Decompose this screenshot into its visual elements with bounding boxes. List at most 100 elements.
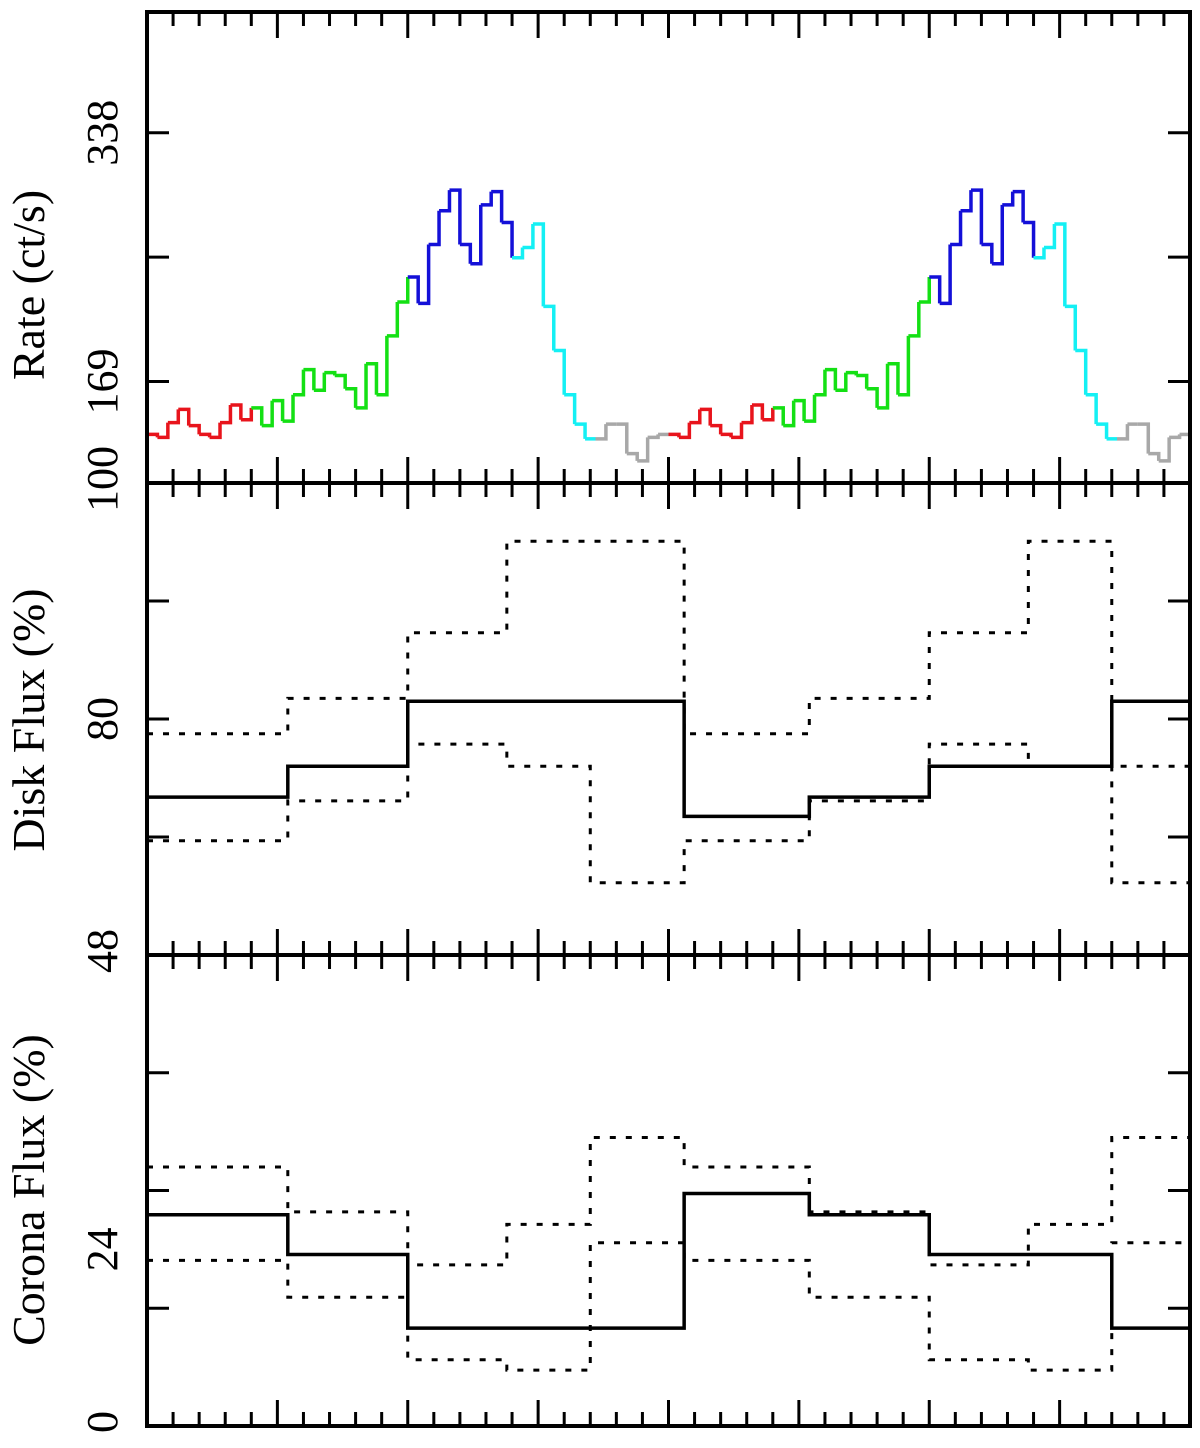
lightcurve-step: [574, 422, 587, 439]
lightcurve-step: [209, 422, 222, 440]
rate-axes: 100 169 338: [78, 10, 1192, 512]
lightcurve-step: [240, 407, 254, 422]
lightcurve-step: [532, 222, 546, 307]
lightcurve-step: [407, 275, 420, 304]
lightcurve-step: [950, 210, 963, 247]
lightcurve-step: [824, 367, 838, 391]
lightcurve-step: [261, 400, 274, 428]
lightcurve-step: [970, 188, 984, 245]
lightcurve-step: [1033, 247, 1046, 260]
lightcurve-step: [835, 372, 848, 393]
lightcurve-step: [355, 363, 368, 410]
lightcurve-step: [386, 301, 400, 338]
lightcurve-step: [637, 437, 650, 463]
lightcurve-step: [1085, 392, 1098, 425]
lightcurve-step: [960, 190, 973, 213]
lightcurve-step: [1158, 437, 1171, 463]
lightcurve-step: [1002, 191, 1015, 207]
lightcurve-step: [512, 247, 525, 260]
lightcurve-step: [1116, 424, 1130, 441]
lightcurve-step: [1012, 189, 1025, 223]
lightcurve-step: [543, 304, 556, 351]
rate-lightcurve: [147, 188, 1190, 463]
disk-flux-panel: 48 80 Disk Flux (%): [3, 481, 1192, 973]
lightcurve-step: [230, 403, 243, 420]
corona-flux-panel: 0 24 Corona Flux (%): [3, 953, 1192, 1433]
lightcurve-step: [449, 188, 462, 245]
lightcurve-step: [866, 387, 879, 408]
lightcurve-step: [929, 275, 942, 304]
lightcurve-step: [877, 363, 890, 410]
lightcurve-step: [731, 422, 744, 440]
lightcurve-step: [199, 432, 212, 438]
lightcurve-step: [678, 422, 692, 440]
lightcurve-step: [178, 407, 191, 426]
rate-axis-label: Rate (ct/s): [3, 190, 54, 380]
lightcurve-step: [981, 242, 994, 264]
lightcurve-step: [616, 422, 629, 454]
lightcurve-step: [1169, 434, 1182, 440]
lightcurve-step: [647, 434, 660, 440]
lightcurve-step: [272, 398, 285, 422]
lightcurve-step: [293, 369, 306, 397]
best-fit-line: [147, 699, 1190, 819]
error-bound-line: [147, 1136, 1190, 1267]
lightcurve-step: [710, 423, 723, 435]
lightcurve-step: [720, 432, 733, 438]
lightcurve-step: [741, 404, 754, 425]
lightcurve-step: [480, 191, 493, 207]
lightcurve-step: [1064, 304, 1078, 351]
disk-flux-series: [147, 539, 1190, 885]
lightcurve-step: [439, 190, 452, 213]
lightcurve-step: [772, 406, 785, 426]
lightcurve-step: [428, 210, 441, 247]
lightcurve-step: [167, 409, 181, 425]
y-tick-label: 100: [78, 446, 127, 512]
lightcurve-step: [699, 407, 712, 426]
lightcurve-step: [188, 423, 201, 435]
corona-flux-series: [147, 1136, 1190, 1372]
lightcurve-step: [1023, 220, 1036, 258]
lightcurve-step: [918, 276, 931, 304]
lightcurve-step: [908, 301, 921, 338]
lightcurve-step: [282, 394, 295, 423]
lightcurve-step: [1137, 422, 1151, 454]
error-bound-line: [147, 539, 1190, 768]
lightcurve-step: [491, 189, 504, 223]
lightcurve-step: [303, 367, 316, 391]
lightcurve-step: [762, 407, 775, 422]
lightcurve-step: [595, 424, 608, 441]
lightcurve-step: [1075, 348, 1088, 395]
lightcurve-step: [418, 244, 431, 306]
lightcurve-step: [522, 223, 535, 250]
panel-frame: [145, 953, 1192, 1428]
lightcurve-step: [470, 204, 483, 266]
lightcurve-step: [689, 409, 702, 425]
lightcurve-step: [334, 373, 347, 389]
y-tick-label: 24: [78, 1227, 127, 1271]
corona-flux-axis-label: Corona Flux (%): [3, 1034, 54, 1346]
lightcurve-step: [991, 204, 1005, 266]
lightcurve-step: [626, 451, 639, 461]
y-tick-label: 338: [78, 100, 127, 166]
disk-flux-axes: 48 80: [78, 481, 1192, 973]
lightcurve-step: [897, 335, 911, 397]
corona-flux-axes: 0 24: [78, 953, 1192, 1433]
lightcurve-step: [1054, 222, 1067, 307]
lightcurve-step: [1043, 223, 1057, 250]
lightcurve-step: [1148, 451, 1161, 461]
lightcurve-step: [939, 244, 952, 306]
lightcurve-step: [501, 220, 514, 258]
lightcurve-step: [313, 372, 327, 393]
disk-flux-axis-label: Disk Flux (%): [3, 588, 54, 851]
lightcurve-step: [814, 369, 827, 397]
lightcurve-step: [553, 348, 566, 395]
lightcurve-step: [366, 362, 379, 395]
lightcurve-step: [856, 373, 869, 389]
lightcurve-step: [804, 394, 817, 423]
lightcurve-step: [783, 400, 796, 428]
lightcurve-step: [1096, 422, 1109, 439]
lightcurve-step: [157, 422, 170, 440]
lightcurve-step: [376, 335, 389, 397]
